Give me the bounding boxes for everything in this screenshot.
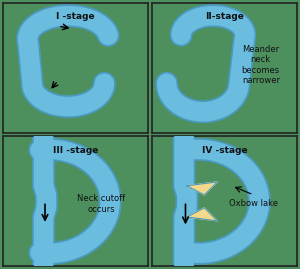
Text: Meander
neck
becomes
narrower: Meander neck becomes narrower — [242, 45, 280, 85]
Polygon shape — [187, 208, 217, 221]
Text: Oxbow lake: Oxbow lake — [229, 200, 278, 208]
Text: III -stage: III -stage — [53, 146, 98, 154]
Text: IV -stage: IV -stage — [202, 146, 247, 154]
Text: Neck cutoff
occurs: Neck cutoff occurs — [77, 194, 125, 214]
Text: II-stage: II-stage — [205, 12, 244, 21]
Text: I -stage: I -stage — [56, 12, 95, 21]
Polygon shape — [187, 182, 217, 195]
